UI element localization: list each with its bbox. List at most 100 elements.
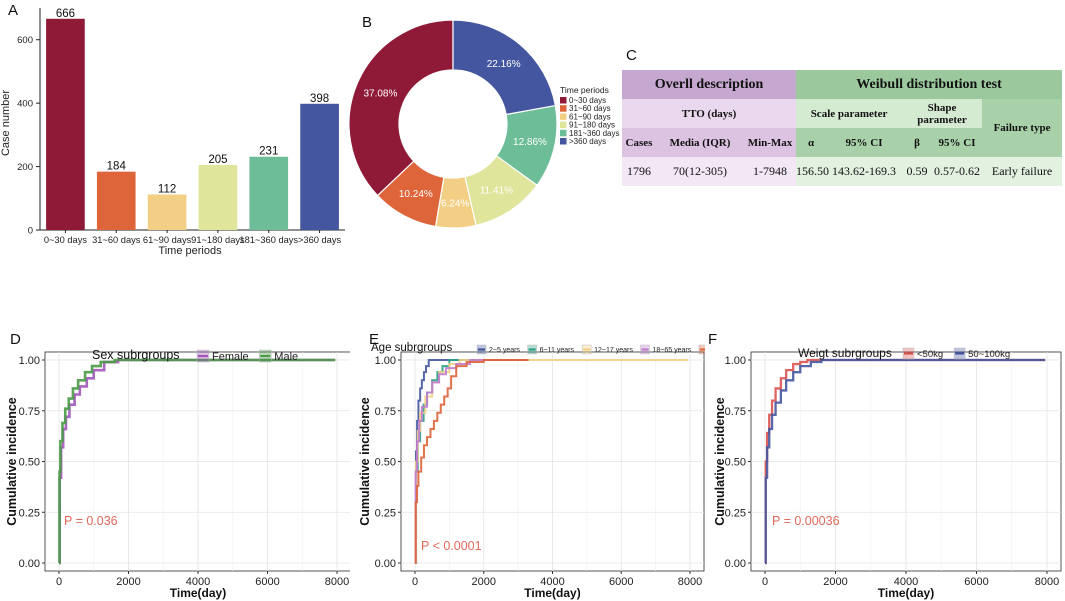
legend-label: Male [274, 351, 298, 363]
legend-title-b: Time periods [560, 85, 609, 95]
x-tick-label: 4000 [540, 576, 564, 588]
survival-curve [58, 358, 336, 565]
x-tick-label: 0 [412, 576, 418, 588]
x-tick-label: 2000 [472, 576, 496, 588]
legend-swatch-b [560, 129, 567, 137]
table-subheader-scale: Scale parameter [796, 99, 903, 128]
x-tick-label-a: 91~180 days [191, 235, 245, 245]
bar-value-label-a: 398 [310, 93, 329, 105]
line-chart-e: E 0.00 0.25 0.50 0.75 1.00 0 2000 4000 6000 8000 T… [358, 331, 705, 600]
slice-label-b: 22.16% [487, 59, 521, 70]
bar-a [300, 103, 339, 230]
legend-swatch-b [560, 121, 567, 129]
y-tick-label: 1.00 [375, 355, 396, 367]
table-header-weibull: Weibull distribution test [796, 70, 1063, 99]
x-axis-label: Time(day) [170, 586, 226, 600]
legend-label: 12~17 years [594, 347, 633, 354]
y-tick-label-a: 600 [17, 35, 33, 46]
table-cell-beta-ci: 0.57-0.62 [932, 157, 983, 186]
bar-value-label-a: 112 [158, 183, 176, 195]
table-header-overall: Overll description [622, 70, 797, 99]
legend-label: <50kg [917, 349, 943, 360]
x-tick-label-a: 61~90 days [143, 235, 192, 245]
table-cell-beta: 0.59 [902, 157, 933, 186]
slice-label-b: 11.41% [480, 185, 513, 196]
y-tick-label: 1.00 [725, 355, 746, 367]
p-value-label: P < 0.0001 [421, 539, 482, 553]
bar-a [198, 164, 238, 230]
y-tick-label-a: 200 [17, 162, 33, 173]
panel-label-f: F [708, 331, 717, 348]
table-col-beta: β [902, 128, 933, 157]
survival-curve [414, 359, 529, 564]
x-tick-label: 4000 [186, 576, 210, 588]
panel-label-c: C [626, 47, 637, 64]
legend-label: 18~65 years [653, 347, 692, 354]
panel-label-a: A [8, 2, 18, 19]
p-value-label: P = 0.00036 [772, 514, 840, 528]
y-tick-label-a: 400 [17, 99, 33, 110]
legend-label-b: >360 days [569, 137, 606, 146]
y-axis-label-a: Case number [0, 90, 12, 156]
panel-label-d: D [10, 331, 21, 348]
p-value-label: P = 0.036 [64, 514, 118, 528]
x-tick-label-a: >360 days [298, 235, 342, 245]
bar-value-label-a: 184 [107, 161, 127, 173]
x-tick-label: 6000 [255, 576, 279, 588]
table-subheader-failure: Failure type [982, 99, 1063, 157]
table-cell-alpha: 156.50 [796, 157, 829, 186]
y-axis-label: Cumulative incidence [713, 397, 727, 526]
x-tick-label-a: 181~360 days [239, 235, 298, 245]
legend-swatch-b [560, 113, 567, 120]
y-tick-label: 0.50 [725, 457, 746, 469]
legend-label: 2~5 years [489, 347, 520, 354]
line-chart-f: F 0.00 0.25 0.50 0.75 1.00 0 2000 4000 6000 8000 T… [708, 331, 1062, 600]
donut-slice-b [452, 19, 557, 116]
table-col-median: Media (IQR) [656, 128, 744, 157]
y-tick-label: 0.25 [19, 507, 40, 519]
chart-title: Sex subrgroups [92, 348, 180, 362]
bar-a [96, 171, 136, 230]
table-subheader-shape: Shape parameter [902, 99, 983, 128]
weibull-table-panel: Overll description Weibull distribution … [622, 70, 1063, 186]
table-col-cases: Cases [622, 128, 656, 157]
x-tick-label: 6000 [964, 576, 988, 588]
x-tick-label: 4000 [894, 576, 918, 588]
table-col-minmax: Min-Max [744, 128, 797, 157]
x-axis-label-a: Time periods [158, 245, 222, 257]
slice-label-b: 10.24% [399, 189, 433, 200]
chart-title: Weigt subrgroups [798, 346, 892, 360]
y-tick-label: 0.75 [19, 406, 40, 418]
legend-label-b: 31~60 days [569, 104, 611, 113]
table-cell-failure: Early failure [982, 157, 1063, 186]
legend-label: Female [212, 351, 249, 363]
panel-c-label-holder: C [626, 47, 637, 64]
bar-a [46, 18, 85, 231]
bar-a [147, 194, 187, 230]
legend-swatch-b [560, 138, 567, 145]
y-tick-label: 0.00 [725, 558, 746, 570]
chart-title: Age subrgroups [371, 342, 452, 354]
x-tick-label: 6000 [609, 576, 633, 588]
legend-label: 6~11 years [540, 347, 575, 354]
table-cell-median: 70(12-305) [656, 157, 744, 186]
legend-label-b: 181~360 days [569, 129, 620, 138]
y-axis-label: Cumulative incidence [5, 397, 19, 526]
x-tick-label: 0 [56, 576, 62, 588]
slice-label-b: 6.24% [441, 198, 469, 209]
y-tick-label: 0.75 [375, 406, 396, 418]
x-tick-label: 2000 [823, 576, 847, 588]
legend-label-b: 61~90 days [569, 112, 611, 121]
y-tick-label: 0.25 [725, 507, 746, 519]
survival-curve [764, 358, 1046, 565]
slice-label-b: 12.86% [513, 137, 547, 148]
y-tick-label: 0.00 [19, 558, 40, 570]
x-tick-label: 0 [762, 576, 768, 588]
y-tick-label: 0.00 [375, 558, 396, 570]
x-axis-label: Time(day) [524, 586, 580, 600]
bar-value-label-a: 666 [56, 8, 75, 20]
table-cell-alpha-ci: 143.62-169.3 [826, 157, 903, 186]
legend-label-b: 0~30 days [569, 96, 606, 105]
x-tick-label-a: 31~60 days [92, 235, 141, 245]
x-tick-label: 8000 [325, 576, 349, 588]
